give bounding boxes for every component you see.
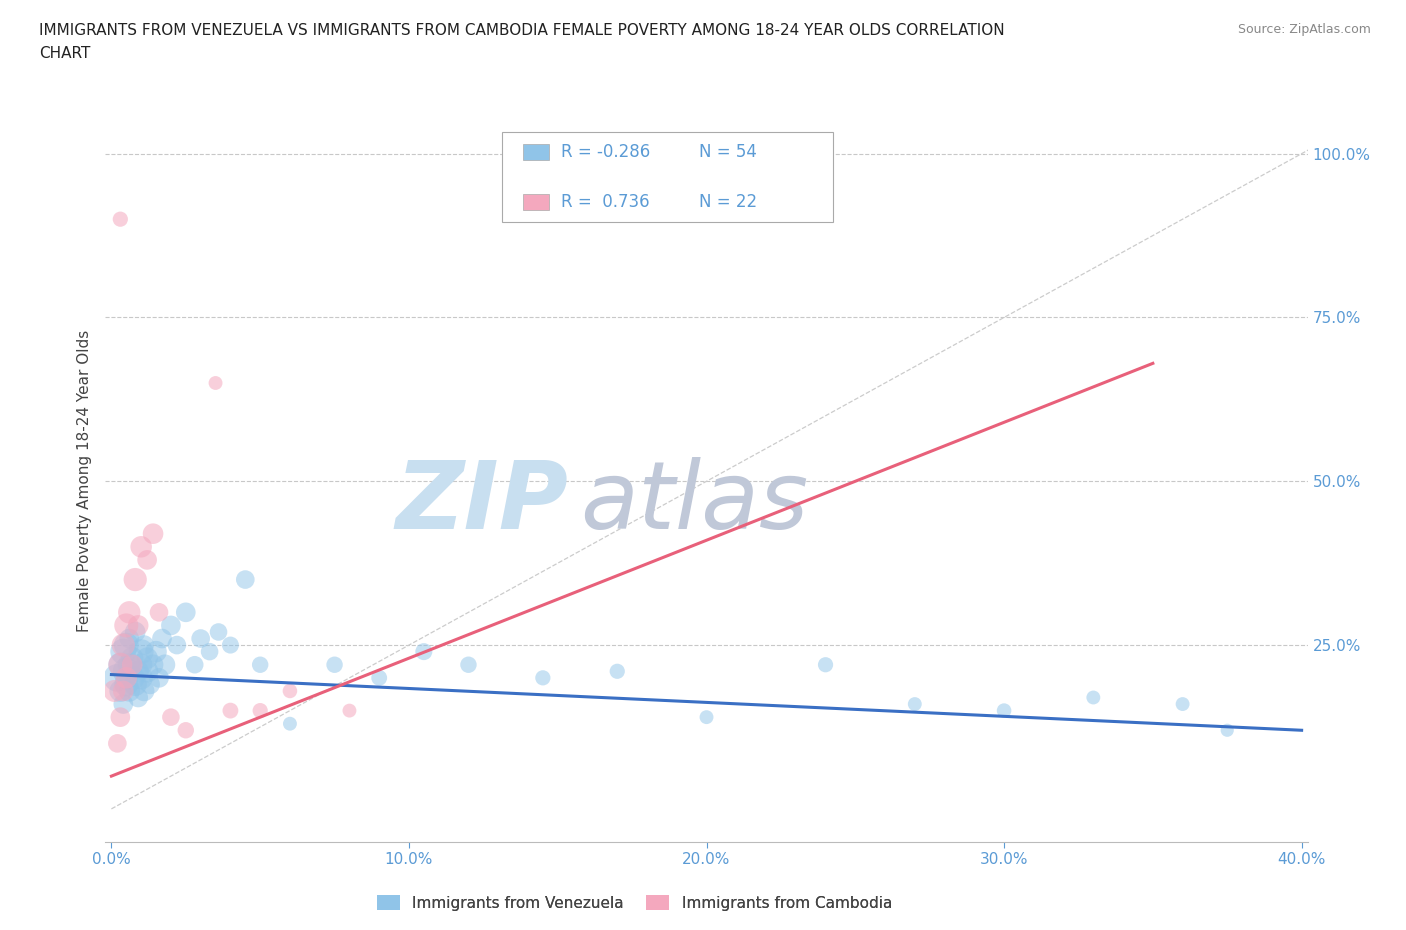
Point [160,710,183,724]
Point [323,658,346,672]
Point [190,631,212,646]
Point [153,658,176,672]
Point [1171,697,1194,711]
Point [115,671,138,685]
FancyBboxPatch shape [502,132,832,222]
Point [124,677,146,692]
Point [233,572,256,587]
Point [249,658,271,672]
Point [103,684,125,698]
Point [278,716,301,731]
Point [339,703,361,718]
Text: R = -0.286: R = -0.286 [561,143,651,161]
Text: N = 22: N = 22 [699,193,758,210]
Point [129,671,152,685]
Point [136,552,159,567]
Text: N = 54: N = 54 [699,143,758,161]
Point [112,638,135,653]
Point [127,664,149,679]
FancyBboxPatch shape [523,144,548,160]
Point [134,638,156,653]
Point [105,736,128,751]
Text: ZIP: ZIP [395,457,568,549]
Point [115,664,138,679]
Point [136,664,159,679]
Point [412,644,434,659]
Text: atlas: atlas [581,458,808,549]
Point [1083,690,1105,705]
Point [115,618,138,633]
Point [112,684,135,698]
Point [1216,723,1239,737]
FancyBboxPatch shape [523,193,548,209]
Point [115,677,138,692]
Point [198,644,221,659]
Point [219,703,242,718]
Point [121,671,143,685]
Point [129,658,152,672]
Point [112,697,135,711]
Point [457,658,479,672]
Point [531,671,554,685]
Point [121,651,143,666]
Text: CHART: CHART [39,46,91,61]
Y-axis label: Female Poverty Among 18-24 Year Olds: Female Poverty Among 18-24 Year Olds [76,330,91,632]
Point [127,690,149,705]
Point [148,671,170,685]
Point [368,671,391,685]
Point [174,604,197,619]
Point [112,644,135,659]
Point [136,651,159,666]
Point [105,671,128,685]
Point [139,677,162,692]
Text: Source: ZipAtlas.com: Source: ZipAtlas.com [1237,23,1371,36]
Point [148,604,170,619]
Point [110,212,132,227]
Point [129,644,152,659]
Point [118,631,141,646]
Point [904,697,927,711]
Point [110,684,132,698]
Point [110,658,132,672]
Point [115,638,138,653]
Point [121,658,143,672]
Point [207,625,229,640]
Point [183,658,205,672]
Text: IMMIGRANTS FROM VENEZUELA VS IMMIGRANTS FROM CAMBODIA FEMALE POVERTY AMONG 18-24: IMMIGRANTS FROM VENEZUELA VS IMMIGRANTS … [39,23,1005,38]
Point [127,618,149,633]
Point [249,703,271,718]
Point [142,526,165,541]
Point [129,539,152,554]
Point [606,664,628,679]
Point [278,684,301,698]
Point [150,631,173,646]
Point [219,638,242,653]
Point [118,658,141,672]
Point [124,572,146,587]
Point [134,684,156,698]
Point [166,638,188,653]
Point [993,703,1015,718]
Point [110,710,132,724]
Point [145,644,167,659]
Legend: Immigrants from Venezuela, Immigrants from Cambodia: Immigrants from Venezuela, Immigrants fr… [371,889,898,917]
Point [174,723,197,737]
Point [204,376,226,391]
Point [695,710,717,724]
Point [118,684,141,698]
Point [814,658,837,672]
Point [160,618,183,633]
Point [142,658,165,672]
Point [110,658,132,672]
Point [118,604,141,619]
Text: R =  0.736: R = 0.736 [561,193,650,210]
Point [124,625,146,640]
